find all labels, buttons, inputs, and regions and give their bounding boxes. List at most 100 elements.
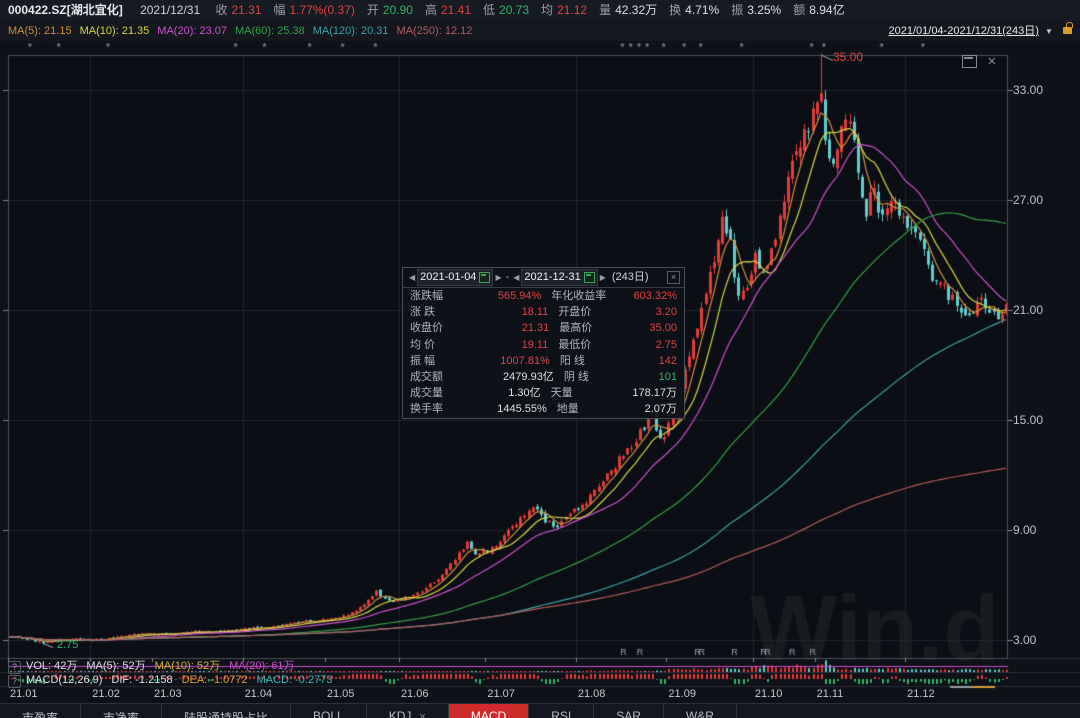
quote-field-value: 3.25% [747,3,782,17]
quote-field-value: 20.73 [499,3,530,17]
help-icon[interactable]: ? [8,661,21,674]
end-date-picker[interactable]: 2021-12-31 [521,269,598,286]
stock-symbol: 000422.SZ[湖北宜化] [8,3,123,17]
restore-window-icon[interactable] [962,55,977,69]
macd-dif: DIF: -1.2158 [111,674,173,686]
y-axis-tick-label: 3.00 [1013,633,1037,647]
stat-label: 开盘价 [558,306,592,319]
stat-value: 21.31 [521,322,550,335]
tab-SAR[interactable]: SAR [594,704,664,718]
macd-dea: DEA: -1.0772 [181,674,248,686]
stat-label: 最低价 [558,338,592,351]
x-axis-tick-label: 21.04 [244,688,273,700]
vol-value: VOL: 42万 [26,660,78,672]
vol-ma20: MA(20): 61万 [229,660,295,672]
stat-label: 地量 [556,403,579,416]
stat-value: 178.17万 [632,387,677,400]
quote-field-value: 8.94亿 [809,3,845,17]
quote-field-label: 量 [599,3,612,17]
stat-value: 1007.81% [500,354,550,367]
stat-label: 天量 [550,387,573,400]
quote-field-label: 收 [215,3,228,17]
quote-fields: 收 21.31 幅 1.77%(0.37) 开 20.90 高 21.41 低 20.73 均 21.… [203,3,844,17]
stats-row: 成交额 2479.93亿阴 线 101 [403,369,684,385]
stat-label: 阴 线 [563,370,589,383]
quote-field-value: 21.41 [440,3,471,17]
calendar-icon[interactable] [479,272,491,283]
help-icon[interactable]: ? [8,675,21,688]
quote-header-bar: 000422.SZ[湖北宜化] 2021/12/31 收 21.31 幅 1.77%(… [0,0,1080,22]
interval-days: (243日) [611,271,649,283]
prev-date-arrow-icon[interactable]: ◀ [409,273,416,282]
stat-label: 年化收益率 [551,290,607,302]
quote-date: 2021/12/31 [140,3,201,17]
tab-MACD[interactable]: MACD [448,704,530,718]
quote-field-value: 1.77%(0.37) [289,3,355,17]
stat-label: 涨 跌 [410,306,436,319]
stat-value: 19.11 [521,338,549,351]
ma-values: MA(5): 21.15 MA(10): 21.35 MA(20): 23.07 MA… [0,25,472,37]
stats-rows: 涨跌幅 565.94% 年化收益率 603.32% 涨 跌 18.11 开盘价 3.20 收盘价… [403,288,684,418]
unlock-icon[interactable] [1063,22,1073,34]
macd-params: MACD(12,26,9) [26,674,103,686]
ma-value-label: MA(60): 25.38 [235,25,305,37]
range-separator: - [505,271,510,283]
quote-field-label: 额 [793,3,806,17]
next-date-arrow-icon[interactable]: ▶ [495,273,502,282]
tab-W&R[interactable]: W&R [664,704,737,718]
stat-label: 成交额 [410,370,443,383]
stat-value: 1.30亿 [508,387,541,400]
low-price-annotation: 2.75 [57,639,79,651]
high-price-annotation: 35.00 [833,50,864,64]
stat-value: 18.11 [521,306,549,319]
tab-RSI[interactable]: RSI [529,704,595,718]
y-axis-tick-label: 21.00 [1013,303,1044,317]
stat-label: 振 幅 [410,354,436,367]
quote-field-value: 21.12 [557,3,588,17]
quote-field-label: 幅 [273,3,286,17]
ma-value-label: MA(250): 12.12 [396,25,473,37]
close-tab-icon[interactable]: × [419,711,426,718]
close-panel-icon[interactable]: × [667,271,680,284]
tab-陆股通持股占比[interactable]: 陆股通持股占比 [162,704,292,718]
calendar-icon[interactable] [583,272,595,283]
ma-value-label: MA(10): 21.35 [79,25,150,37]
quote-field-label: 均 [541,3,554,17]
volume-indicator-row: ? VOL: 42万 MA(5): 52万 MA(10): 52万 MA(20): 61… [8,660,295,674]
stat-label: 换手率 [410,403,443,416]
stats-row: 成交量 1.30亿 天量 178.17万 [403,385,684,401]
stat-label: 阳 线 [559,354,585,367]
tab-市净率[interactable]: 市净率 [81,704,163,718]
x-axis-tick-label: 21.01 [10,688,38,700]
next-date-arrow-icon[interactable]: ▶ [599,273,606,282]
y-axis-tick-label: 15.00 [1013,413,1044,427]
vol-ma10: MA(10): 52万 [154,660,221,672]
prev-date-arrow-icon[interactable]: ◀ [513,273,520,282]
stats-panel-header: ◀ 2021-01-04 ▶ - ◀ 2021-12-31 ▶ (243日) × [403,268,684,288]
quote-field-label: 开 [366,3,379,17]
stat-value: 3.20 [655,306,677,319]
quote-field-label: 换 [669,3,682,17]
macd-indicator-row: ? MACD(12,26,9) DIF: -1.2158 DEA: -1.0772 MA… [8,674,332,688]
y-axis-tick-label: 27.00 [1013,193,1044,207]
quote-field-value: 20.90 [382,3,413,17]
start-date-picker[interactable]: 2021-01-04 [417,269,494,286]
y-axis-tick-label: 33.00 [1013,83,1044,97]
x-axis-tick-label: 21.12 [907,688,935,700]
tab-BOLL[interactable]: BOLL [291,704,367,718]
x-axis-tick-label: 21.09 [668,688,696,700]
tab-市盈率[interactable]: 市盈率 [0,704,82,718]
chevron-down-icon[interactable]: ▼ [1045,27,1053,36]
x-axis-tick-label: 21.03 [154,688,182,700]
quote-field-value: 42.32万 [615,3,658,17]
date-range-selector[interactable]: 2021/01/04-2021/12/31(243日) [888,25,1039,37]
close-chart-icon[interactable]: × [987,53,997,71]
ma-value-label: MA(120): 20.31 [312,25,389,37]
stat-label: 收盘价 [410,322,443,335]
ma-value-label: MA(5): 21.15 [8,25,72,37]
stat-value: 603.32% [633,290,677,302]
x-axis-tick-label: 21.02 [92,688,120,700]
x-axis-tick-label: 21.07 [487,688,515,700]
tab-KDJ[interactable]: KDJ × [367,704,449,718]
